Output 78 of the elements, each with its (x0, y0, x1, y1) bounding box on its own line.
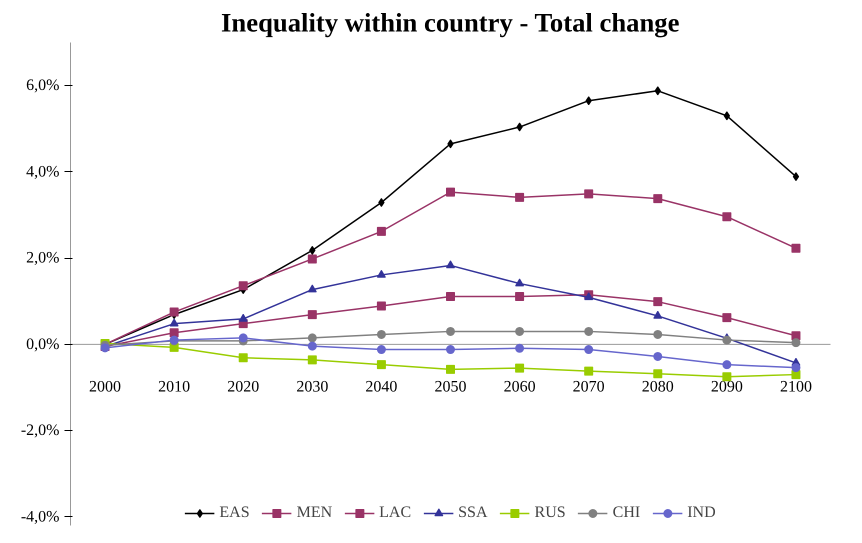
y-tick-label: 6,0% (26, 77, 60, 94)
point (791, 244, 800, 253)
point (515, 364, 524, 373)
point (653, 369, 662, 378)
point (238, 281, 248, 290)
point (446, 188, 455, 197)
point (376, 360, 386, 370)
y-tick-label: 2,0% (26, 250, 60, 267)
point (308, 254, 317, 264)
point (376, 270, 386, 278)
point (170, 328, 179, 338)
point (308, 355, 317, 364)
point (722, 212, 732, 222)
point (722, 360, 732, 370)
point (308, 333, 317, 342)
point (791, 338, 800, 348)
x-tick-label: 2010 (158, 378, 190, 396)
point (376, 226, 386, 236)
legend-label: MEN (296, 504, 332, 522)
x-tick-label: 2000 (89, 378, 122, 396)
point (724, 111, 730, 120)
legend-label: SSA (458, 504, 488, 522)
point (238, 314, 248, 322)
y-tick-label: -4,0% (20, 508, 60, 526)
chart-title: Inequality within country - Total change (221, 8, 680, 38)
point (584, 345, 594, 354)
legend-label: EAS (219, 504, 250, 522)
x-tick-label: 2090 (710, 378, 743, 396)
legend-label: RUS (534, 504, 566, 522)
point (447, 139, 454, 148)
x-tick-label: 2080 (642, 378, 674, 396)
point (308, 342, 317, 351)
point (653, 297, 662, 306)
x-tick-label: 2100 (780, 378, 812, 396)
point (376, 330, 386, 339)
point (238, 353, 248, 362)
point (653, 352, 662, 361)
y-tick-label: -2,0% (20, 422, 60, 440)
x-tick-label: 2050 (434, 378, 466, 396)
y-tick-label: 0,0% (26, 336, 60, 353)
point (584, 366, 594, 376)
point (516, 122, 523, 132)
point (446, 292, 455, 302)
point (515, 326, 524, 336)
point (653, 330, 662, 339)
point (376, 301, 386, 310)
x-tick-label: 2040 (365, 378, 398, 396)
point (653, 310, 662, 319)
point (308, 310, 317, 320)
point (722, 336, 732, 345)
legend-label: IND (687, 504, 716, 522)
x-tick-label: 2030 (296, 378, 328, 396)
point (238, 333, 248, 342)
point (584, 326, 594, 336)
legend-label: CHI (612, 504, 640, 522)
point (515, 278, 524, 286)
point (722, 313, 732, 322)
point (170, 318, 179, 326)
x-tick-label: 2070 (572, 378, 605, 396)
point (446, 345, 455, 354)
legend-label: LAC (379, 504, 412, 522)
point (515, 292, 524, 302)
x-tick-label: 2020 (227, 378, 260, 396)
point (446, 326, 455, 336)
point (308, 284, 317, 292)
point (376, 345, 386, 354)
point (378, 198, 385, 207)
point (791, 363, 800, 372)
point (515, 192, 524, 202)
x-tick-label: 2060 (504, 378, 536, 396)
point (446, 260, 455, 268)
point (170, 308, 179, 317)
point (515, 344, 524, 353)
point (792, 172, 800, 182)
y-tick-label: 4,0% (26, 163, 60, 180)
point (446, 364, 455, 374)
point (653, 194, 662, 204)
point (584, 189, 594, 198)
